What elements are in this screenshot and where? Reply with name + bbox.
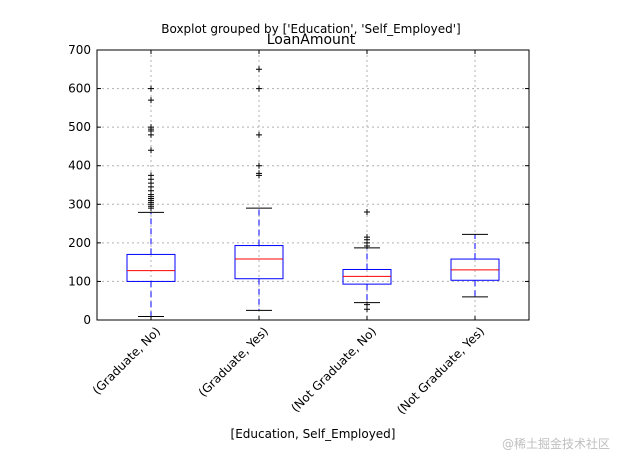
- outlier-point: [364, 301, 370, 308]
- box-group: [234, 66, 284, 311]
- outlier-point: [148, 147, 154, 154]
- y-tick-label: 0: [83, 313, 91, 327]
- outlier-point: [256, 170, 262, 177]
- iqr-box: [234, 245, 284, 280]
- grid: [97, 50, 529, 320]
- boxes: [126, 66, 500, 318]
- y-tick-label: 600: [68, 82, 91, 96]
- outlier-point: [256, 85, 262, 92]
- x-tick-label: (Graduate, Yes): [196, 324, 271, 399]
- outlier-point: [256, 131, 262, 138]
- watermark: @稀土掘金技术社区: [501, 437, 610, 451]
- outlier-point: [364, 234, 370, 241]
- y-tick-label: 300: [68, 197, 91, 211]
- plot-frame: [96, 49, 530, 321]
- outlier-point: [148, 172, 154, 179]
- axes: 0 100 200 300 400 500 600 700 (Graduate, No) (Gra…: [68, 43, 529, 417]
- x-tick-label: (Not Graduate, Yes): [394, 324, 487, 417]
- chart-suptitle: Boxplot grouped by ['Education', 'Self_E…: [161, 22, 460, 36]
- outlier-point: [148, 124, 154, 131]
- y-tick-label: 700: [68, 43, 91, 57]
- iqr-box: [126, 253, 176, 282]
- outlier-point: [256, 162, 262, 169]
- y-tick-label: 100: [68, 274, 91, 288]
- chart-title: LoanAmount: [267, 32, 356, 48]
- outlier-point: [148, 85, 154, 92]
- outlier-point: [256, 66, 262, 73]
- outlier-point: [364, 209, 370, 215]
- y-tick-label: 400: [68, 159, 91, 173]
- y-tick-label: 200: [68, 236, 91, 250]
- box-group: [342, 209, 392, 313]
- x-tick-label: (Graduate, No): [90, 324, 163, 397]
- x-axis-label: [Education, Self_Employed]: [231, 427, 396, 441]
- y-tick-label: 500: [68, 120, 91, 134]
- box-group: [126, 85, 176, 318]
- box-group: [450, 233, 500, 298]
- outlier-point: [148, 97, 154, 104]
- x-tick-label: (Not Graduate, No): [288, 324, 379, 415]
